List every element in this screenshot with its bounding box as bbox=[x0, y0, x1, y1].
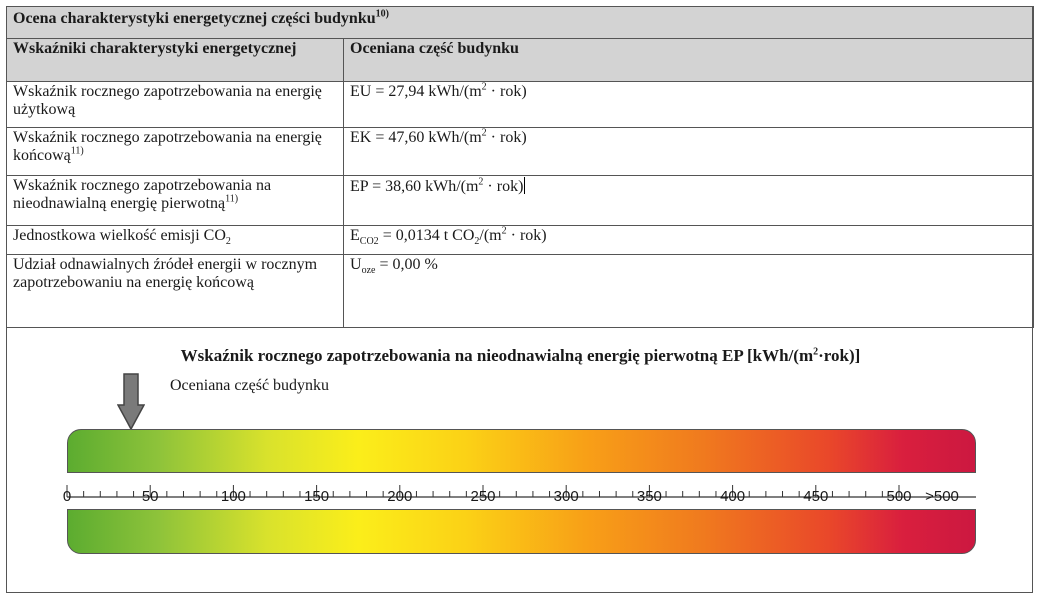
energy-scale-axis bbox=[66, 485, 976, 498]
row-value-eu: EU = 27,94 kWh/(m2 · rok) bbox=[342, 81, 1035, 128]
row-label-ep: Wskaźnik rocznego zapotrzebowania na nie… bbox=[6, 175, 344, 226]
tick-label: 350 bbox=[636, 488, 662, 505]
table-row: Wskaźnik rocznego zapotrzebowania na ene… bbox=[6, 81, 1035, 128]
tick-label: 50 bbox=[141, 488, 159, 505]
row-label-oze: Udział odnawialnych źródeł energii w roc… bbox=[6, 254, 344, 328]
tick-label: 200 bbox=[387, 488, 413, 505]
table-row: Udział odnawialnych źródeł energii w roc… bbox=[6, 254, 1035, 328]
tick-label: 500 bbox=[886, 488, 912, 505]
tick-label: 100 bbox=[220, 488, 246, 505]
tick-label: 150 bbox=[304, 488, 330, 505]
row-label-co2: Jednostkowa wielkość emisji CO2 bbox=[6, 225, 344, 255]
energy-scale-bar-bottom bbox=[67, 509, 976, 554]
section-title: Ocena charakterystyki energetycznej częś… bbox=[5, 6, 1035, 39]
tick-label: 400 bbox=[720, 488, 746, 505]
scale-title: Wskaźnik rocznego zapotrzebowania na nie… bbox=[180, 346, 861, 365]
row-value-ep[interactable]: EP = 38,60 kWh/(m2 · rok) bbox=[342, 175, 1035, 226]
row-value-ek: EK = 47,60 kWh/(m2 · rok) bbox=[342, 127, 1035, 176]
energy-scale-bar-top bbox=[67, 429, 976, 473]
tick-label: 0 bbox=[62, 488, 72, 505]
table-row: Wskaźnik rocznego zapotrzebowania na ene… bbox=[6, 127, 1035, 176]
table-header-row: Wskaźniki charakterystyki energetycznej … bbox=[6, 38, 1035, 82]
table-row: Wskaźnik rocznego zapotrzebowania na nie… bbox=[6, 175, 1035, 226]
down-arrow-icon bbox=[117, 373, 146, 431]
tick-label: 450 bbox=[803, 488, 829, 505]
row-value-oze: Uoze = 0,00 % bbox=[342, 254, 1035, 328]
row-label-eu: Wskaźnik rocznego zapotrzebowania na ene… bbox=[6, 81, 344, 128]
header-indicators: Wskaźniki charakterystyki energetycznej bbox=[6, 38, 344, 82]
tick-label: 300 bbox=[553, 488, 579, 505]
row-value-co2: ECO2 = 0,0134 t CO2/(m2 · rok) bbox=[342, 225, 1035, 255]
table-row: Jednostkowa wielkość emisji CO2 ECO2 = 0… bbox=[6, 225, 1035, 255]
tick-label: 250 bbox=[470, 488, 496, 505]
table-title-row: Ocena charakterystyki energetycznej częś… bbox=[5, 6, 1035, 39]
marker-label: Oceniana część budynku bbox=[170, 377, 330, 394]
header-building-part: Oceniana część budynku bbox=[342, 38, 1035, 82]
text-cursor bbox=[524, 177, 526, 194]
overflow-tick-label: >500 bbox=[925, 488, 959, 505]
document-frame bbox=[6, 6, 1033, 593]
energy-table: Ocena charakterystyki energetycznej częś… bbox=[5, 6, 1035, 328]
row-label-ek: Wskaźnik rocznego zapotrzebowania na ene… bbox=[6, 127, 344, 176]
